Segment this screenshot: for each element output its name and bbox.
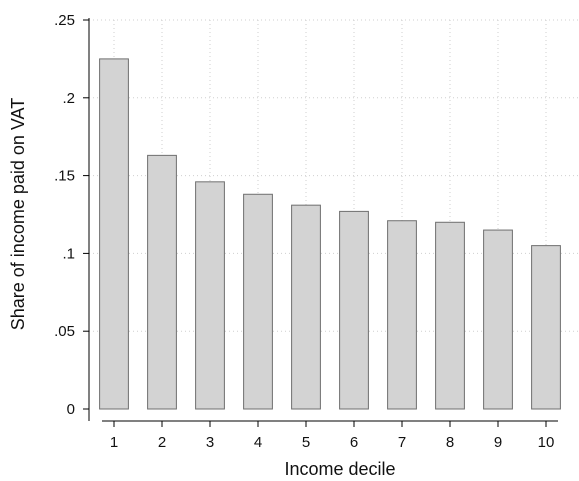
x-tick-label: 10 bbox=[538, 434, 555, 451]
x-tick-label: 5 bbox=[302, 434, 310, 451]
y-tick-label: .05 bbox=[54, 323, 75, 340]
x-tick-label: 2 bbox=[158, 434, 166, 451]
bar-decile-10 bbox=[531, 245, 561, 410]
bar-decile-8 bbox=[435, 221, 465, 410]
bar-decile-9 bbox=[483, 229, 513, 410]
x-tick-label: 9 bbox=[494, 434, 502, 451]
x-tick-label: 4 bbox=[254, 434, 262, 451]
axes-layer bbox=[88, 18, 558, 422]
x-tick-label: 3 bbox=[206, 434, 214, 451]
y-tick-label: .15 bbox=[54, 168, 75, 185]
x-tick-label: 6 bbox=[350, 434, 358, 451]
bar-decile-4 bbox=[243, 193, 273, 410]
x-axis-title: Income decile bbox=[284, 459, 395, 479]
y-tick-label: 0 bbox=[67, 401, 75, 418]
bar-decile-6 bbox=[339, 210, 369, 410]
x-tick-label: 8 bbox=[446, 434, 454, 451]
bar-decile-1 bbox=[99, 58, 129, 410]
y-tick-label: .1 bbox=[62, 245, 75, 262]
x-tick-label: 7 bbox=[398, 434, 406, 451]
y-tick-label: .2 bbox=[62, 90, 75, 107]
bar-decile-5 bbox=[291, 204, 321, 410]
y-tick-label: .25 bbox=[54, 12, 75, 29]
y-axis-title: Share of income paid on VAT bbox=[8, 98, 28, 330]
y-ticks: 0 .05 .1 .15 .2 .25 bbox=[54, 12, 89, 418]
bars-layer bbox=[99, 58, 561, 410]
x-ticks: 1 2 3 4 5 6 7 8 9 10 bbox=[110, 421, 555, 451]
bar-decile-7 bbox=[387, 220, 417, 410]
x-tick-label: 1 bbox=[110, 434, 118, 451]
bar-decile-3 bbox=[195, 181, 225, 410]
bar-decile-2 bbox=[147, 154, 177, 410]
